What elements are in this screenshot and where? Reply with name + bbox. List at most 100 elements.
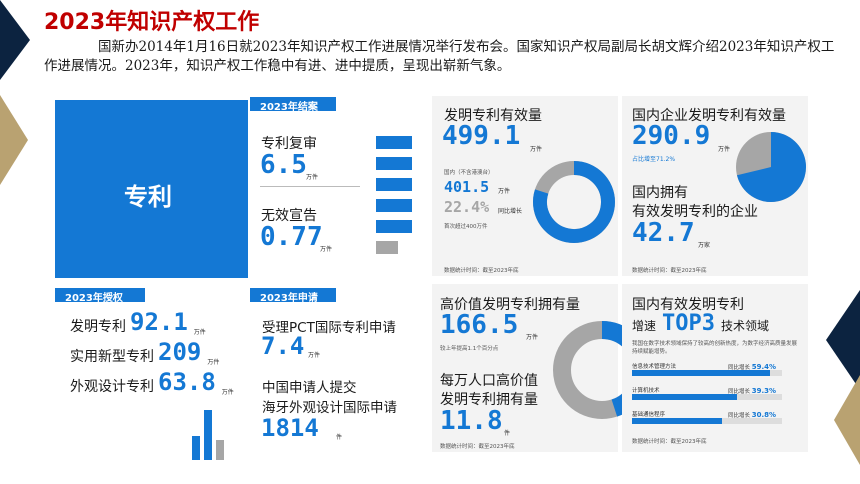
pct-label: 受理PCT国际专利申请: [262, 320, 396, 336]
high-value-source: 数据统计时间：截至2023年底: [440, 444, 515, 450]
navy-triangle: [0, 0, 30, 80]
patent-block: [55, 100, 248, 278]
slide-title: 2023年知识产权工作: [44, 10, 260, 35]
top3-sub-suffix: 技术领域: [721, 319, 770, 333]
valid-panel: [432, 96, 618, 276]
valid-value: 499.1: [442, 121, 521, 151]
review-label: 专利复审: [261, 136, 317, 152]
closed-bar: [376, 136, 412, 149]
top3-fill: [632, 394, 737, 400]
granted-label: 外观设计专利: [70, 379, 154, 395]
top3-label: 国内有效发明专利: [632, 297, 744, 313]
mini-bar: [204, 410, 212, 460]
valid-unit: 万件: [530, 146, 543, 153]
granted-row: 外观设计专利 63.8 万件: [70, 366, 234, 396]
top3-row: 计算机技术 同比增长 39.3%: [632, 386, 804, 410]
closed-bar: [376, 241, 398, 254]
enterprise-source: 数据统计时间：截至2023年底: [632, 268, 707, 274]
hague-unit: 件: [336, 434, 343, 441]
top3-list: 信息技术管理方法 同比增长 59.4% 计算机技术 同比增长 39.3% 基础通信程序 同…: [632, 362, 804, 434]
enterprise-share-note: 占比增至71.2%: [632, 156, 676, 163]
navy-triangle: [826, 290, 860, 390]
per-unit: 件: [504, 430, 511, 437]
granted-label: 发明专利: [70, 319, 126, 335]
granted-unit: 万件: [193, 329, 206, 336]
closed-bar: [376, 157, 412, 170]
top3-note: 同比增长 30.8%: [728, 411, 777, 419]
gold-triangle: [0, 95, 28, 185]
patent-block-label: 专利: [124, 183, 172, 211]
pie-slice: [736, 132, 806, 202]
high-value-panel: [432, 284, 618, 452]
top3-note: 同比增长 39.3%: [728, 387, 777, 395]
mini-bar: [216, 440, 224, 460]
per-value: 11.8: [440, 406, 503, 436]
hague-label-1: 中国申请人提交: [262, 380, 357, 396]
top3-sub-prefix: 增速: [632, 319, 657, 333]
top3-name: 信息技术管理方法: [632, 364, 677, 370]
granted-tag: 2023年授权: [55, 288, 145, 304]
pct-value: 7.4: [261, 332, 305, 360]
owned-value: 42.7: [632, 218, 695, 248]
top3-note: 同比增长 59.4%: [728, 363, 777, 371]
invalid-label: 无效宣告: [261, 208, 317, 224]
growth-value: 22.4%: [444, 198, 490, 216]
hague-value: 1814: [261, 414, 319, 442]
granted-row: 发明专利 92.1 万件: [70, 308, 234, 336]
top3-fill: [632, 418, 722, 424]
top3-panel: [622, 284, 808, 452]
per-label-1: 每万人口高价值: [440, 373, 538, 389]
enterprise-label: 国内企业发明专利有效量: [632, 108, 786, 124]
applications-tag: 2023年申请: [250, 288, 336, 304]
domestic-donut: [533, 161, 615, 243]
granted-row: 实用新型专利 209 万件: [70, 336, 234, 366]
divider: [260, 186, 360, 187]
domestic-value: 401.5: [444, 178, 490, 196]
corner-decoration-left: [0, 0, 30, 185]
first-note: 首次超过400万件: [444, 224, 488, 230]
closed-bar: [376, 220, 412, 233]
review-value: 6.5: [260, 150, 307, 180]
granted-list: 发明专利 92.1 万件 实用新型专利 209 万件 外观设计专利 63.8 万…: [70, 308, 234, 396]
corner-decoration-right: [826, 290, 860, 465]
enterprise-unit: 万件: [718, 146, 731, 153]
owned-label-1: 国内拥有: [632, 185, 688, 201]
valid-source: 数据统计时间：截至2023年底: [444, 268, 519, 274]
pct-unit: 万件: [308, 352, 321, 359]
gold-triangle: [834, 375, 860, 465]
high-value-label: 高价值发明专利拥有量: [440, 297, 580, 313]
high-value-value: 166.5: [440, 310, 519, 340]
top3-row: 信息技术管理方法 同比增长 59.4%: [632, 362, 804, 386]
granted-mini-bars: [192, 410, 242, 460]
granted-unit: 万件: [207, 359, 220, 366]
high-value-note: 较上年提高1.1个百分点: [440, 346, 499, 352]
review-unit: 万件: [306, 174, 319, 181]
valid-label: 发明专利有效量: [444, 108, 542, 124]
closed-bars: [376, 136, 412, 262]
donut-segment: [533, 161, 615, 243]
granted-value: 92.1: [130, 308, 188, 336]
top3-name: 基础通信程序: [632, 412, 666, 418]
closed-bar: [376, 199, 412, 212]
top3-source: 数据统计时间：截至2023年底: [632, 439, 707, 445]
per-label-2: 发明专利拥有量: [440, 392, 538, 408]
granted-value: 209: [158, 338, 202, 366]
enterprise-value: 290.9: [632, 121, 711, 151]
growth-note: 同比增长: [498, 208, 523, 215]
closed-bar: [376, 178, 412, 191]
closed-tag: 2023年结案: [250, 97, 336, 113]
granted-unit: 万件: [221, 389, 234, 396]
top3-name: 计算机技术: [632, 388, 660, 394]
domestic-unit: 万件: [498, 188, 511, 195]
domestic-label: 国内（不含港澳台）: [444, 170, 494, 176]
top3-highlight: TOP3: [662, 311, 715, 336]
mini-bar: [192, 436, 200, 460]
high-value-unit: 万件: [526, 334, 539, 341]
top3-row: 基础通信程序 同比增长 30.8%: [632, 410, 804, 434]
intro-paragraph: 国新办2014年1月16日就2023年知识产权工作进展情况举行发布会。国家知识产…: [44, 39, 835, 74]
top3-sub: 增速 TOP3 技术领域: [632, 311, 769, 336]
top3-fill: [632, 370, 770, 376]
granted-label: 实用新型专利: [70, 349, 154, 365]
owned-label-2: 有效发明专利的企业: [632, 204, 758, 220]
granted-value: 63.8: [158, 368, 216, 396]
